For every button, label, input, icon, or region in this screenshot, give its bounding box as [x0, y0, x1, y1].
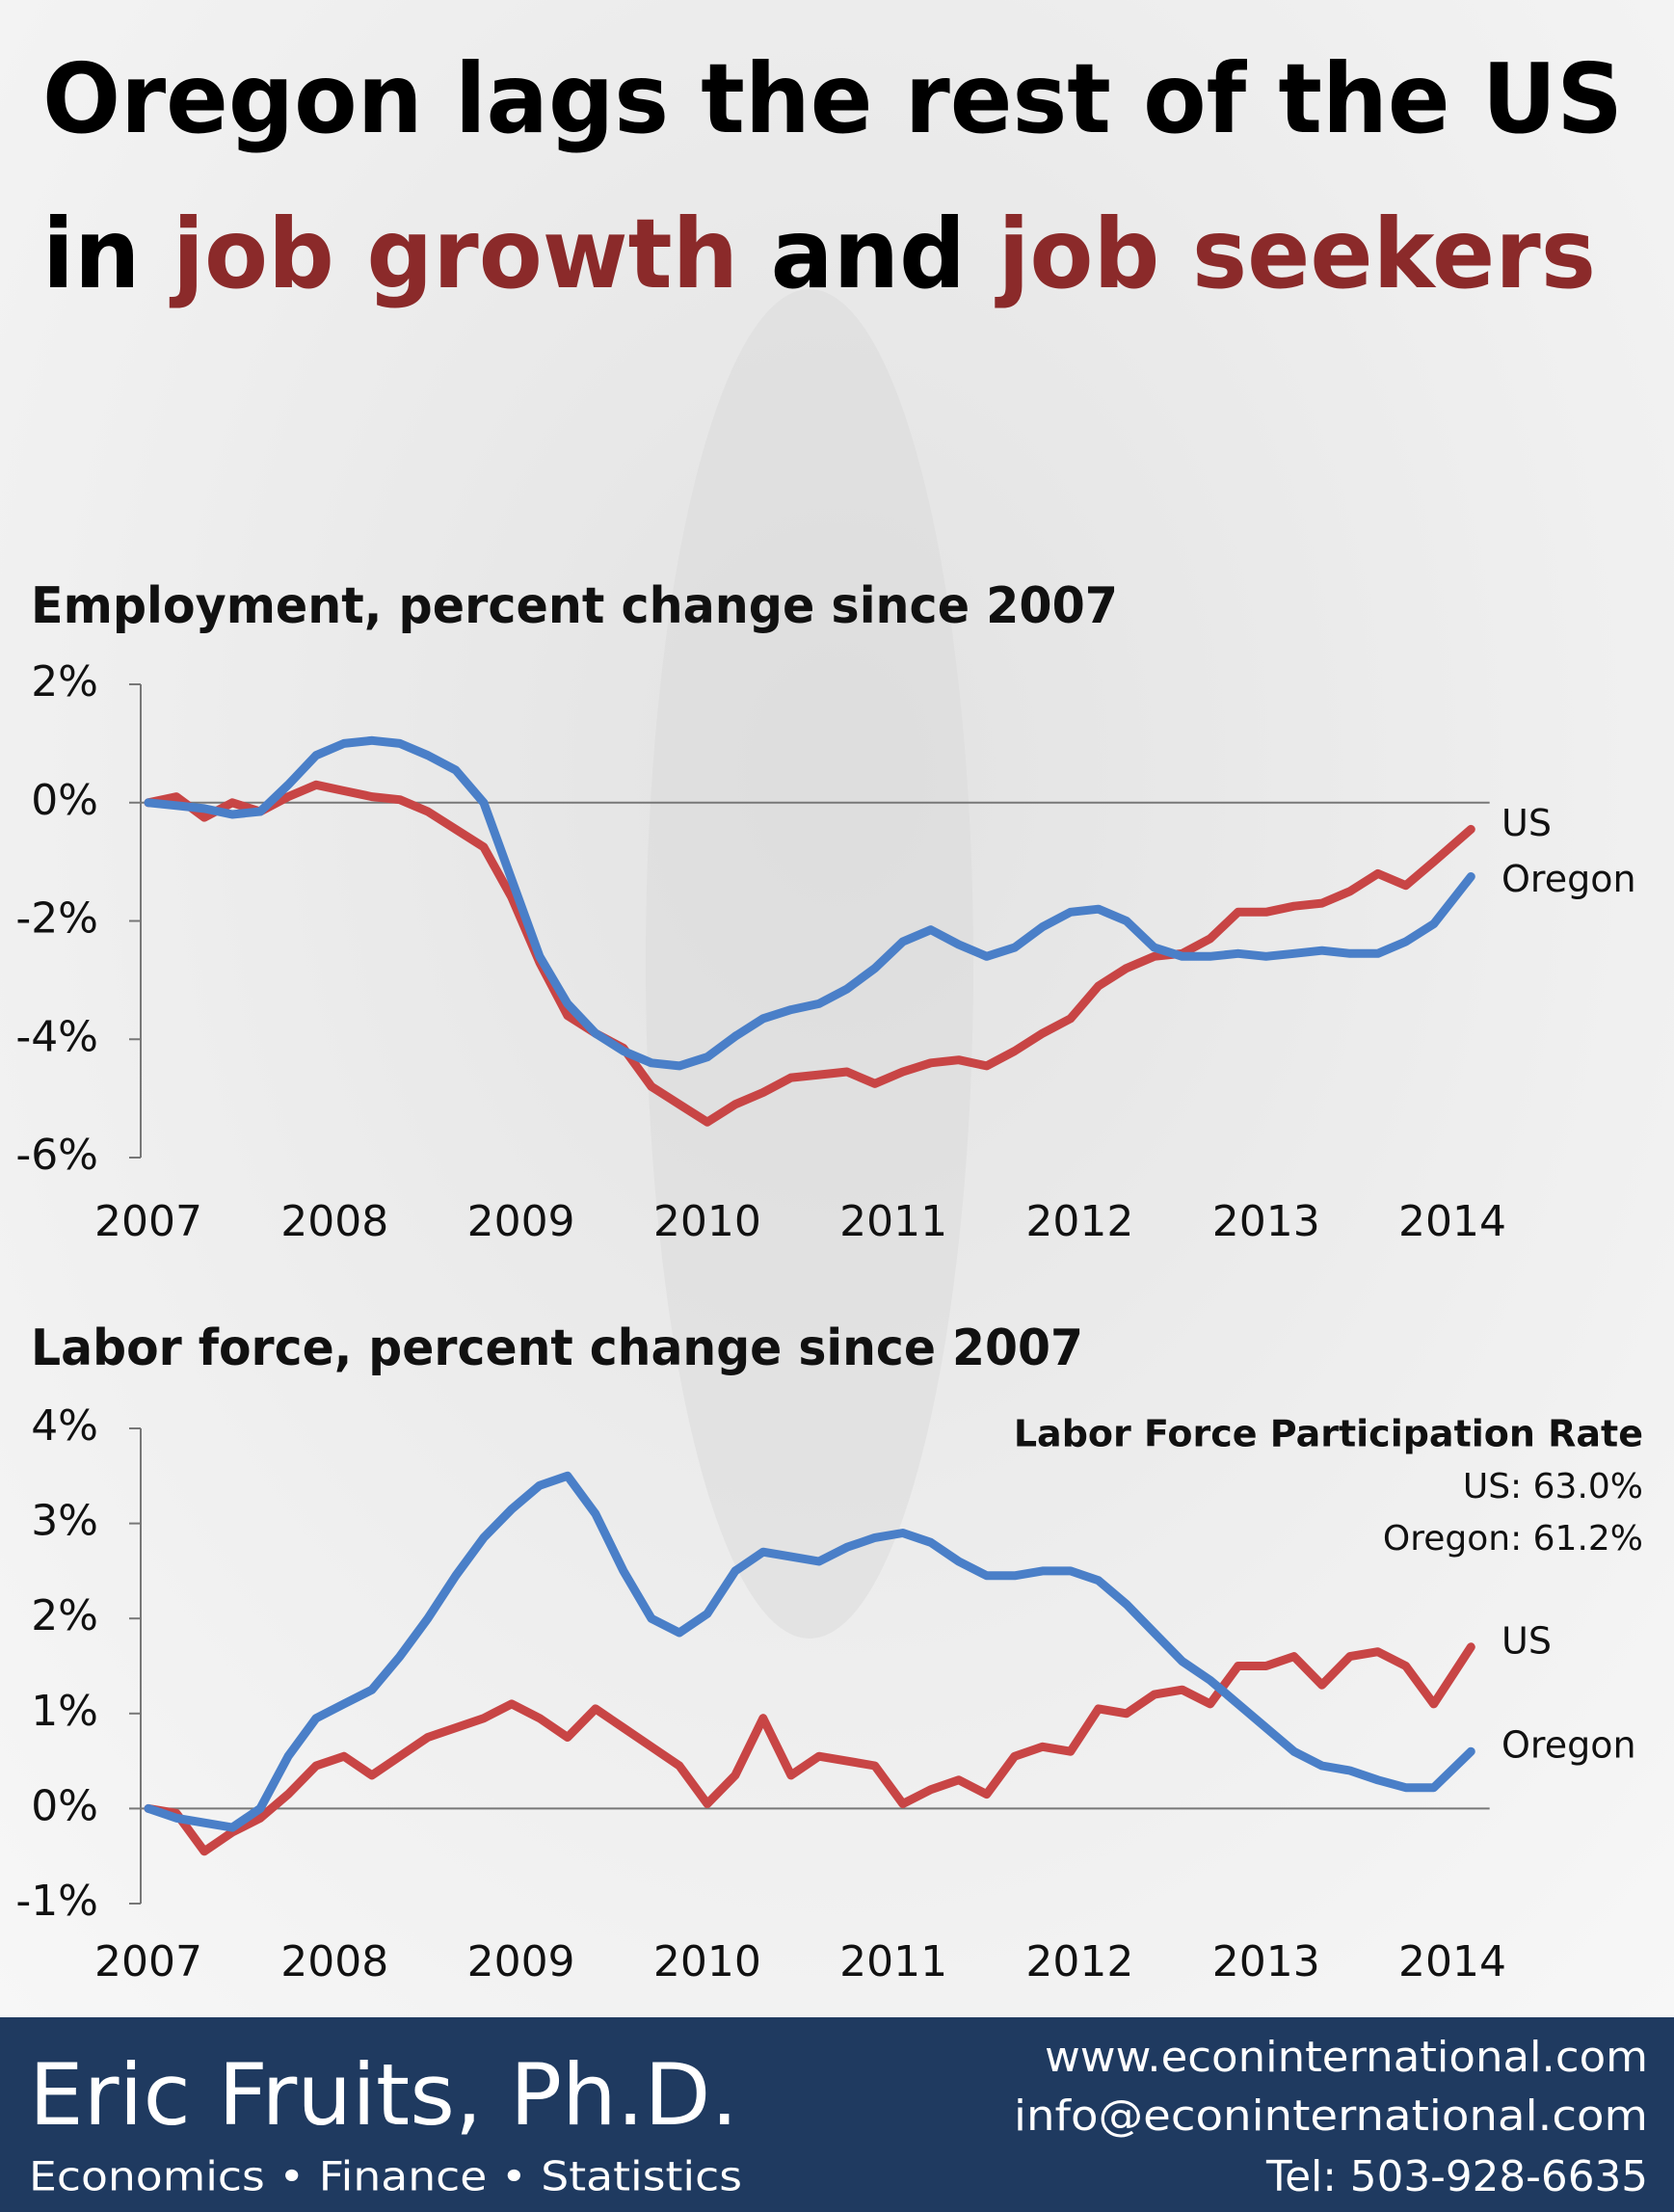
- series-label: Oregon: [1501, 1724, 1636, 1767]
- background-figure: [646, 289, 973, 1639]
- series-line: [144, 780, 1475, 1127]
- title-segment: and: [738, 198, 997, 310]
- x-tick-label: 2010: [653, 1937, 761, 1986]
- y-tick-label: 1%: [31, 1687, 98, 1736]
- series-label: Oregon: [1501, 858, 1636, 900]
- series-line: [144, 1471, 1475, 1832]
- x-tick-label: 2014: [1398, 1197, 1506, 1246]
- x-tick-label: 2010: [653, 1197, 761, 1246]
- x-tick-label: 2008: [280, 1937, 388, 1986]
- x-tick-label: 2011: [839, 1197, 947, 1246]
- chart-title: Labor force, percent change since 2007: [31, 1319, 1083, 1377]
- footer-name: Eric Fruits, Ph.D.: [29, 2045, 738, 2145]
- title-segment: in: [42, 198, 173, 310]
- x-tick-label: 2013: [1212, 1197, 1320, 1246]
- x-tick-label: 2008: [280, 1197, 388, 1246]
- x-tick-label: 2011: [839, 1937, 947, 1986]
- annotation: US: 63.0%: [1463, 1467, 1643, 1506]
- y-tick-label: 4%: [31, 1401, 98, 1451]
- annotation: Labor Force Participation Rate: [1014, 1413, 1643, 1455]
- title-line: Oregon lags the rest of the US: [42, 42, 1623, 155]
- series-label: US: [1501, 802, 1552, 844]
- footer-contact: Tel: 503-928-6635: [1265, 2152, 1648, 2201]
- y-tick-label: -1%: [15, 1877, 98, 1926]
- title-segment: job seekers: [995, 198, 1596, 310]
- y-tick-label: -2%: [15, 894, 98, 944]
- footer-contact: www.econinternational.com: [1045, 2033, 1648, 2082]
- x-tick-label: 2012: [1025, 1197, 1133, 1246]
- footer-bar: [0, 2017, 1674, 2212]
- x-tick-label: 2007: [94, 1197, 202, 1246]
- x-tick-label: 2009: [467, 1197, 575, 1246]
- series-label: US: [1501, 1619, 1552, 1662]
- footer-contact: info@econinternational.com: [1014, 2092, 1648, 2141]
- title-segment: Oregon lags the rest of the US: [42, 42, 1623, 155]
- x-tick-label: 2009: [467, 1937, 575, 1986]
- x-tick-label: 2013: [1212, 1937, 1320, 1986]
- y-tick-label: 0%: [31, 776, 98, 825]
- y-tick-label: -6%: [15, 1131, 98, 1180]
- y-tick-label: 2%: [31, 1591, 98, 1640]
- chart-title: Employment, percent change since 2007: [31, 577, 1118, 635]
- series-line: [144, 1642, 1475, 1856]
- x-tick-label: 2012: [1025, 1937, 1133, 1986]
- footer-tagline: Economics • Finance • Statistics: [29, 2153, 742, 2200]
- title-segment: job growth: [169, 198, 738, 310]
- x-tick-label: 2014: [1398, 1937, 1506, 1986]
- annotation: Oregon: 61.2%: [1383, 1519, 1643, 1559]
- y-tick-label: -4%: [15, 1012, 98, 1061]
- y-tick-label: 0%: [31, 1781, 98, 1830]
- series-line: [144, 735, 1475, 1071]
- x-tick-label: 2007: [94, 1937, 202, 1986]
- title-line: in job growth and job seekers: [42, 198, 1596, 310]
- y-tick-label: 3%: [31, 1497, 98, 1546]
- y-tick-label: 2%: [31, 657, 98, 706]
